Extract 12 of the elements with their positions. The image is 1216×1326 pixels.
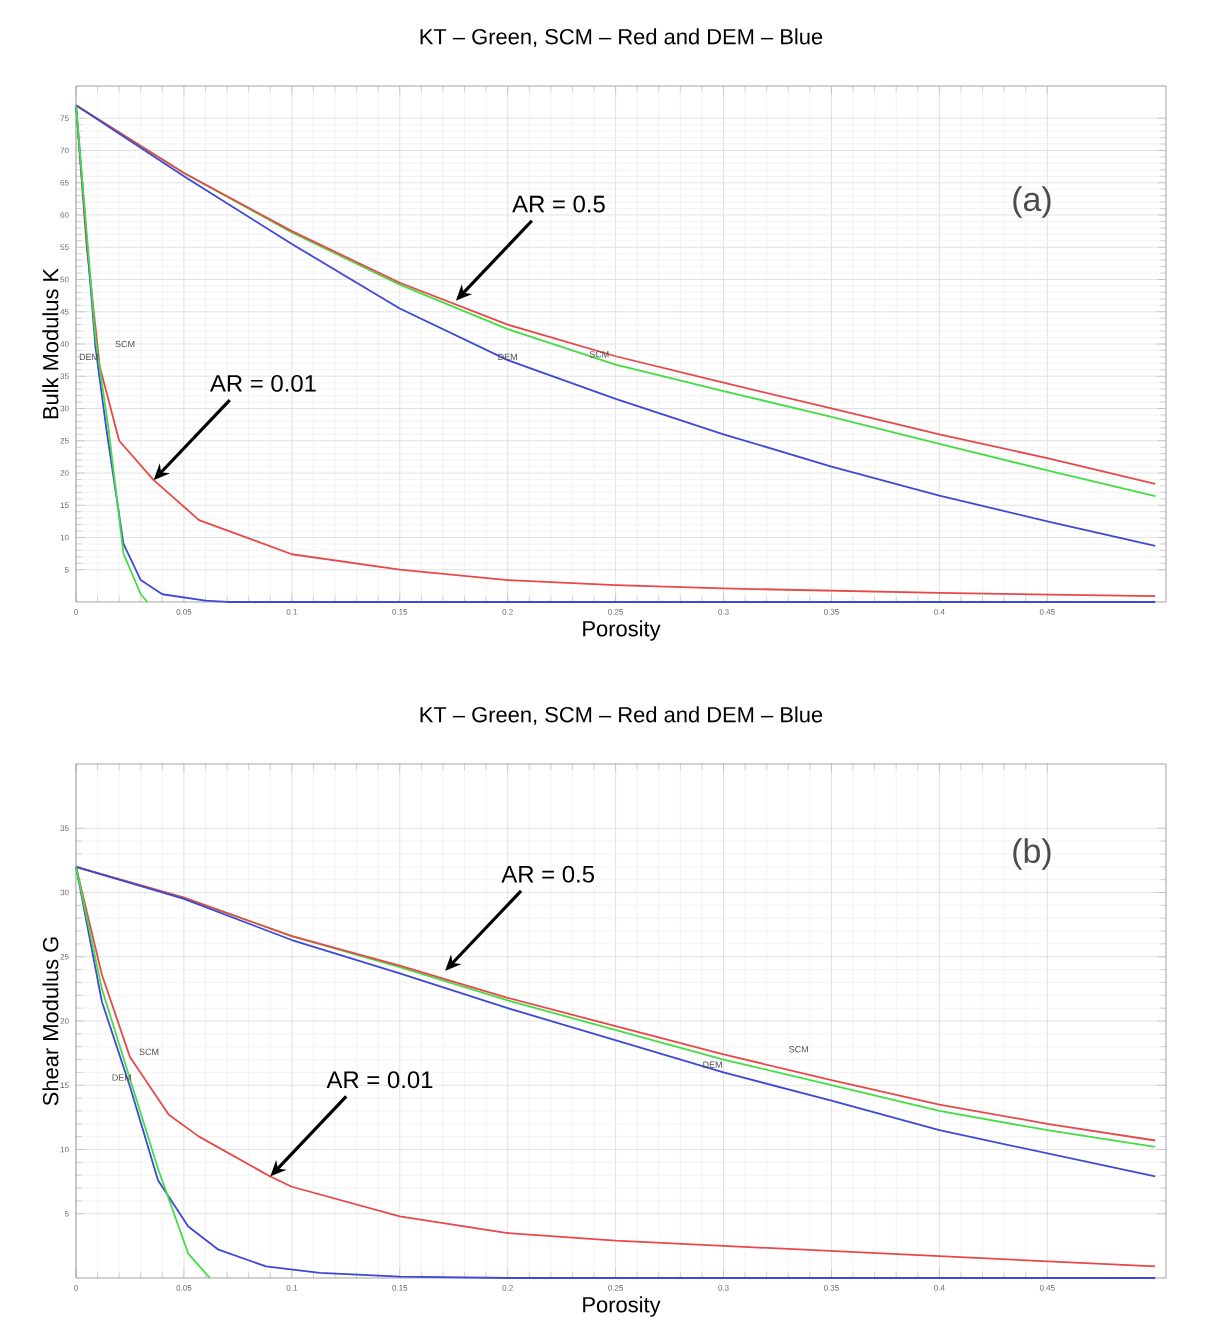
annotation: AR = 0.01 [326, 1071, 433, 1089]
y-axis-title: Shear Modulus G [42, 937, 59, 1106]
annotation: AR = 0.5 [512, 195, 605, 213]
annotation: (b) [1013, 838, 1051, 870]
x-axis-title: Porosity [583, 620, 661, 641]
y-axis-title: Bulk Modulus K [42, 268, 59, 419]
chart-title: KT – Green, SCM – Red and DEM – Blue [420, 706, 823, 726]
annotation: AR = 0.01 [209, 374, 316, 392]
annotation: (a) [1013, 186, 1051, 218]
chart-title: KT – Green, SCM – Red and DEM – Blue [420, 28, 823, 48]
x-axis-title: Porosity [583, 1296, 661, 1317]
annotation: AR = 0.5 [501, 865, 594, 883]
